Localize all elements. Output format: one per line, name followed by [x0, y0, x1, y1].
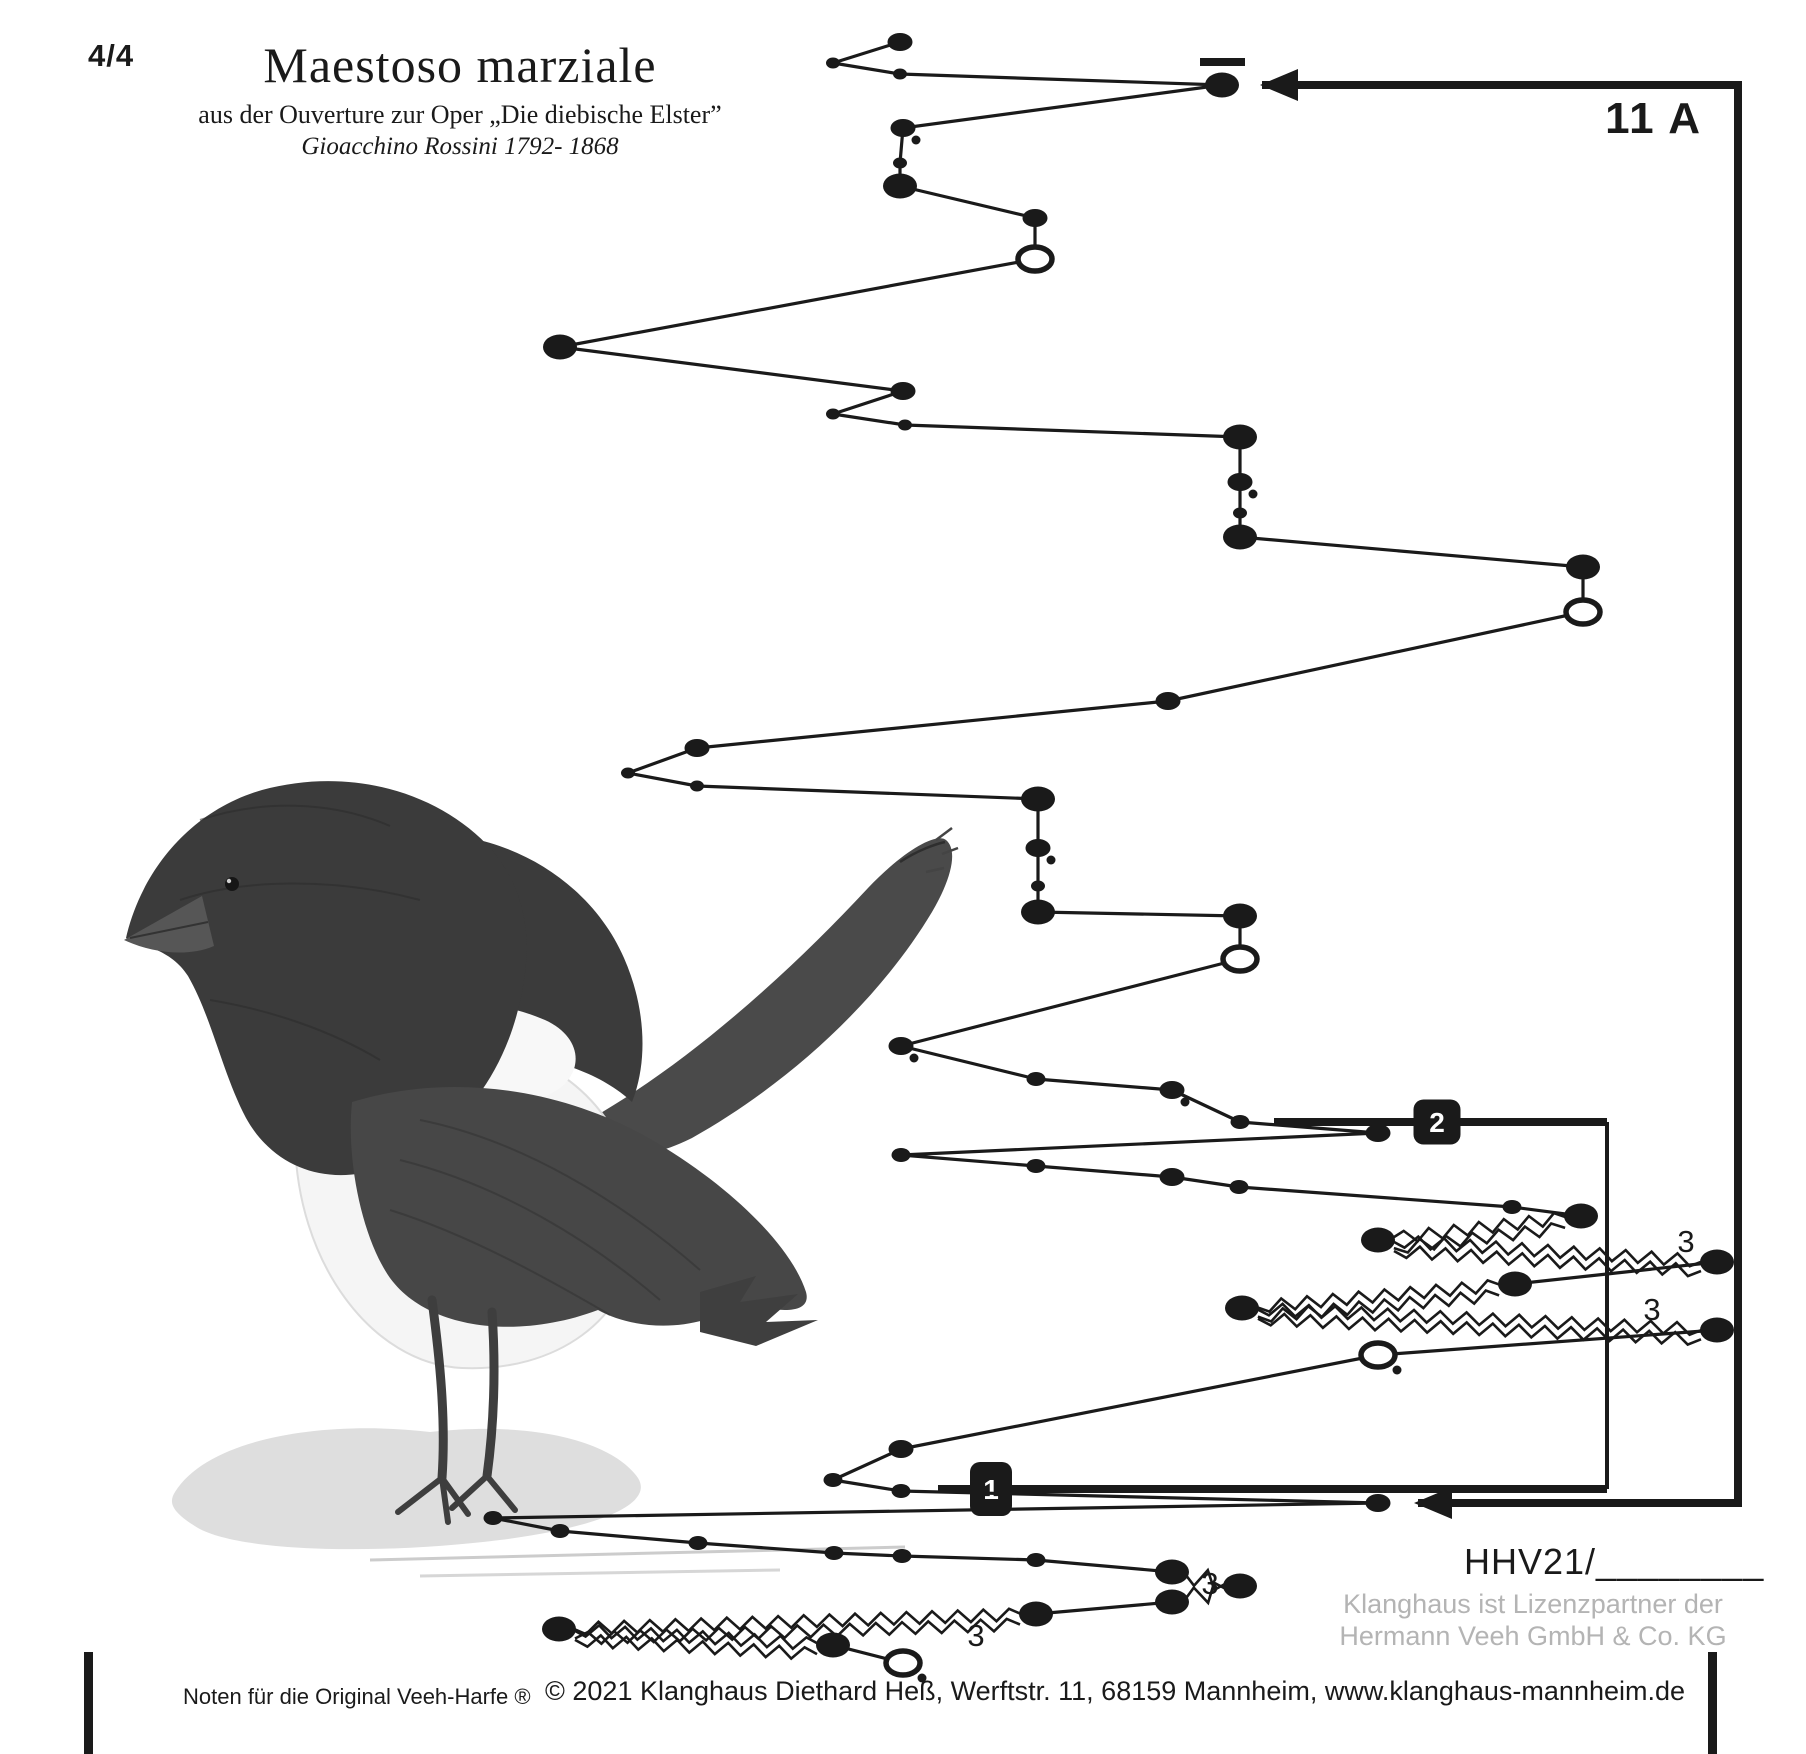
note-dot	[1361, 1227, 1395, 1253]
note-dot	[542, 1616, 576, 1642]
volta-box-2	[1413, 1099, 1461, 1145]
note-dot	[1022, 209, 1048, 227]
note-dot	[890, 119, 916, 137]
note-dot	[1233, 507, 1247, 519]
magpie-wing	[350, 1086, 807, 1327]
license-line-1: Klanghaus ist Lizenzpartner der	[1343, 1589, 1723, 1619]
note-dot	[888, 1037, 914, 1055]
note-dot	[621, 767, 635, 779]
note-dot	[1025, 839, 1051, 857]
note-dot	[1205, 72, 1239, 98]
note-dot	[1031, 880, 1045, 892]
license-note: Klanghaus ist Lizenzpartner der Hermann …	[1323, 1588, 1743, 1653]
note-dot	[891, 1484, 911, 1498]
note-dot	[1365, 1124, 1391, 1142]
catalog-number: HHV21/________	[1464, 1541, 1765, 1582]
half-note	[1563, 597, 1603, 627]
half-note	[1358, 1340, 1398, 1370]
note-dot	[1229, 1180, 1249, 1194]
note-dot	[1566, 554, 1600, 580]
note-dot	[550, 1524, 570, 1538]
note-dot	[1700, 1249, 1734, 1275]
half-note	[1220, 944, 1260, 974]
note-dot	[883, 173, 917, 199]
half-note	[1015, 244, 1055, 274]
page-subtitle: aus der Ouverture zur Oper „Die diebisch…	[198, 100, 722, 129]
note-dot	[1230, 1115, 1250, 1129]
note-dot	[816, 1632, 850, 1658]
note-dot	[1155, 1589, 1189, 1615]
time-signature: 4/4	[88, 38, 135, 73]
augmentation-dot	[917, 1673, 927, 1683]
magpie-beak	[124, 896, 214, 953]
footer-copyright: © 2021 Klanghaus Diethard Heß, Werftstr.…	[545, 1676, 1686, 1706]
volta-label-1: 1	[983, 1474, 999, 1505]
composer-line: Gioacchino Rossini 1792- 1868	[301, 133, 619, 160]
note-dot	[1223, 1573, 1257, 1599]
note-dot	[887, 33, 913, 51]
note-dot	[1021, 786, 1055, 812]
note-dot	[1026, 1159, 1046, 1173]
note-dot	[1223, 524, 1257, 550]
magpie-legs	[427, 1295, 499, 1483]
note-dot	[1026, 1553, 1046, 1567]
note-dot	[688, 1536, 708, 1550]
note-dot	[823, 1473, 843, 1487]
augmentation-dot	[1392, 1365, 1402, 1375]
note-dot	[888, 1440, 914, 1458]
note-dot	[826, 408, 840, 420]
augmentation-dot	[1180, 1097, 1190, 1107]
note-dot	[892, 1549, 912, 1563]
note-dot	[893, 157, 907, 169]
note-dot	[1227, 473, 1253, 491]
volta-box-1	[970, 1462, 1012, 1516]
note-dot	[1155, 692, 1181, 710]
section-label: 11 A	[1605, 94, 1702, 143]
note-dot	[1223, 903, 1257, 929]
note-dot	[1498, 1271, 1532, 1297]
note-dot	[1700, 1317, 1734, 1343]
triplet-number: 3	[1643, 1292, 1660, 1327]
note-dot	[543, 334, 577, 360]
note-dot	[890, 382, 916, 400]
magpie-tail	[592, 838, 953, 1154]
page-mark-left	[84, 1652, 93, 1754]
note-dot	[1159, 1168, 1185, 1186]
magpie-head	[126, 781, 527, 1176]
note-dot	[826, 57, 840, 69]
page-title: Maestoso marziale	[263, 37, 657, 93]
note-dot	[1155, 1559, 1189, 1585]
volta-label-2: 2	[1429, 1107, 1445, 1138]
title-block: Maestoso marziale aus der Ouverture zur …	[0, 36, 920, 161]
note-dot	[1564, 1203, 1598, 1229]
note-dot	[898, 419, 912, 431]
half-note	[883, 1648, 923, 1678]
note-dot	[690, 780, 704, 792]
note-dot	[893, 68, 907, 80]
note-dot	[1223, 424, 1257, 450]
page-mark-right	[1708, 1652, 1717, 1754]
note-dot	[483, 1511, 503, 1525]
footer-edition-note: Noten für die Original Veeh-Harfe ®	[183, 1684, 531, 1709]
note-dot	[891, 1148, 911, 1162]
note-dot	[824, 1546, 844, 1560]
note-dot	[684, 739, 710, 757]
note-dot	[1159, 1081, 1185, 1099]
note-dot	[1225, 1295, 1259, 1321]
license-line-2: Hermann Veeh GmbH & Co. KG	[1339, 1621, 1727, 1652]
note-dot	[1021, 899, 1055, 925]
triplet-number: 3	[1677, 1224, 1694, 1259]
note-dot	[1365, 1494, 1391, 1512]
note-dot	[1019, 1601, 1053, 1627]
augmentation-dot	[1046, 855, 1056, 865]
note-dot	[1502, 1200, 1522, 1214]
note-dot	[1026, 1072, 1046, 1086]
augmentation-dot	[909, 1053, 919, 1063]
triplet-number: 3	[1201, 1566, 1218, 1601]
augmentation-dot	[911, 135, 921, 145]
augmentation-dot	[1248, 489, 1258, 499]
triplet-number: 3	[967, 1618, 984, 1653]
